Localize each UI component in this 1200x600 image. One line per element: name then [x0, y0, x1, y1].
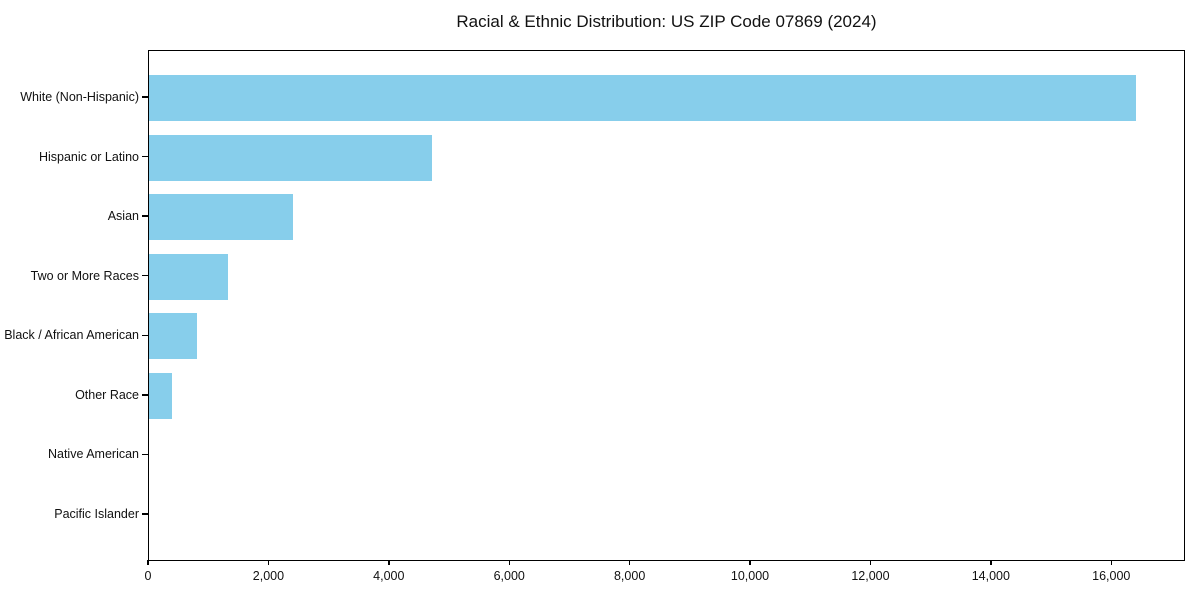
y-tick — [142, 334, 148, 336]
x-tick — [990, 560, 992, 565]
bar — [149, 75, 1137, 121]
x-tick-label: 0 — [144, 569, 152, 583]
y-tick — [142, 394, 148, 396]
x-tick-label: 8,000 — [613, 569, 646, 583]
bar — [149, 134, 432, 181]
x-tick-label: 10,000 — [730, 569, 770, 583]
x-tick — [869, 560, 872, 565]
chart-title: Racial & Ethnic Distribution: US ZIP Cod… — [456, 12, 877, 31]
bar — [149, 372, 172, 419]
y-tick — [142, 275, 148, 277]
x-tick — [267, 560, 270, 565]
y-tick — [142, 96, 148, 98]
y-axis-label: Black / African American — [4, 328, 139, 343]
y-axis-label: Asian — [107, 209, 139, 224]
plot-area — [148, 50, 1185, 561]
x-tick-label: 6,000 — [493, 569, 525, 583]
y-axis-label: Other Race — [75, 387, 139, 402]
bar — [149, 253, 229, 300]
x-tick-label: 14,000 — [971, 569, 1010, 583]
y-tick — [142, 215, 148, 217]
y-axis-label: Native American — [47, 447, 139, 462]
x-tick — [508, 560, 510, 565]
x-tick — [628, 560, 631, 565]
x-tick — [1110, 560, 1112, 565]
y-tick — [142, 453, 148, 456]
x-tick-label: 2,000 — [252, 569, 285, 583]
x-tick — [147, 560, 149, 565]
x-tick-label: 4,000 — [373, 569, 405, 583]
y-tick — [142, 155, 148, 158]
y-axis-label: Two or More Races — [30, 268, 139, 283]
x-tick — [388, 560, 390, 565]
y-tick — [142, 513, 148, 515]
y-axis-label: White (Non-Hispanic) — [20, 90, 139, 104]
y-axis-label: Pacific Islander — [54, 506, 139, 521]
y-axis-label: Hispanic or Latino — [38, 149, 139, 164]
x-tick — [749, 560, 751, 565]
x-tick-label: 12,000 — [851, 569, 890, 583]
x-tick-label: 16,000 — [1092, 569, 1131, 583]
bar — [149, 194, 294, 241]
bar — [149, 313, 198, 360]
